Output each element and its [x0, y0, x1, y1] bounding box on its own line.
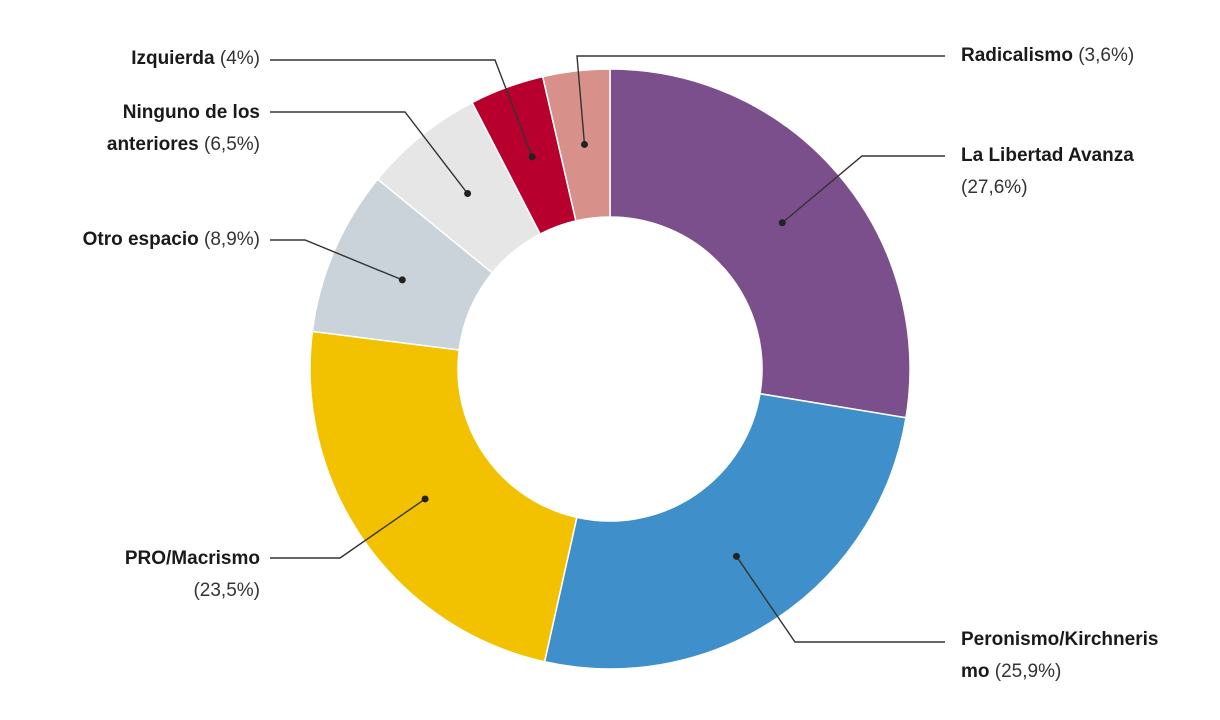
leader-dot-otro-espacio [398, 276, 406, 284]
label-pro: PRO/Macrismo (23,5%) [125, 543, 260, 607]
leader-line-pro-macrismo [270, 498, 426, 559]
label-peronismo-name-1: Peronismo/Kirchneris [961, 629, 1159, 650]
leader-dot-radicalismo [580, 140, 588, 148]
label-libertad-name: La Libertad Avanza [961, 145, 1134, 166]
label-radicalismo-name: Radicalismo [961, 45, 1073, 66]
label-otro-name: Otro espacio [82, 229, 199, 250]
leader-dot-peronismo-kirchnerismo [732, 552, 740, 560]
label-ninguno-pct: (6,5%) [204, 134, 260, 155]
leader-line-otro-espacio [270, 239, 403, 281]
slice-pro-macrismo [309, 330, 578, 663]
leader-line-peronismo-kirchnerismo [735, 555, 945, 643]
leader-line-radicalismo [576, 55, 945, 145]
label-ninguno-name-1: Ninguno de los [122, 102, 260, 123]
leader-dot-ninguno-de-los-anteriores [464, 190, 472, 198]
leader-dot-la-libertad-avanza [778, 219, 786, 227]
leader-line-ninguno-de-los-anteriores [270, 111, 469, 194]
label-libertad-pct: (27,6%) [961, 177, 1028, 198]
label-radicalismo: Radicalismo (3,6%) [961, 40, 1134, 72]
leader-dot-izquierda [528, 153, 536, 161]
leader-line-la-libertad-avanza [781, 155, 945, 224]
label-peronismo-name-2: mo [961, 661, 990, 682]
label-ninguno-name-2: anteriores [106, 134, 199, 155]
label-izquierda-pct: (4%) [219, 48, 260, 69]
label-libertad: La Libertad Avanza (27,6%) [961, 140, 1134, 204]
leader-dot-pro-macrismo [421, 495, 429, 503]
label-peronismo: Peronismo/Kirchneris mo (25,9%) [961, 624, 1158, 688]
slice-radicalismo [541, 68, 611, 222]
slice-la-libertad-avanza [609, 68, 911, 419]
label-otro: Otro espacio (8,9%) [83, 224, 260, 256]
label-izquierda-name: Izquierda [131, 48, 215, 69]
label-radicalismo-pct: (3,6%) [1078, 45, 1135, 66]
label-izquierda: Izquierda (4%) [131, 43, 260, 75]
label-peronismo-pct: (25,9%) [994, 661, 1062, 682]
leader-line-izquierda [270, 59, 533, 158]
slice-peronismo-kirchnerismo [543, 392, 907, 670]
label-otro-pct: (8,9%) [204, 229, 260, 250]
label-ninguno: Ninguno de los anteriores (6,5%) [107, 97, 260, 161]
label-pro-name: PRO/Macrismo [124, 548, 260, 569]
label-pro-pct: (23,5%) [193, 580, 260, 601]
